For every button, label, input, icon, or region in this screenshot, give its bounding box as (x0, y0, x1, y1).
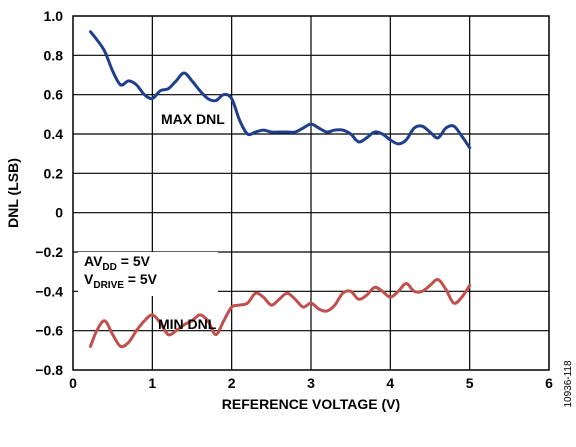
x-tick-label: 2 (228, 375, 236, 391)
avdd-subscript: DD (102, 262, 116, 273)
vdrive-main: V (84, 271, 94, 287)
max-dnl-line (88, 30, 472, 150)
avdd-value: = 5V (117, 253, 151, 269)
vdrive-subscript: DRIVE (93, 280, 124, 291)
min-dnl-label: MIN DNL (158, 316, 217, 332)
y-tick-label: 0.6 (44, 87, 64, 103)
y-tick-label: 0 (55, 205, 63, 221)
y-tick-label: 0.2 (44, 165, 64, 181)
x-tick-label: 3 (307, 375, 315, 391)
max-dnl-label: MAX DNL (161, 111, 225, 127)
y-tick-label: 0.4 (44, 126, 64, 142)
avdd-main: AV (84, 253, 103, 269)
min-dnl-line (88, 278, 472, 349)
x-tick-label: 6 (545, 375, 553, 391)
y-tick-label: −0.6 (35, 323, 63, 339)
x-tick-label: 1 (148, 375, 156, 391)
y-tick-label: 1.0 (44, 8, 64, 24)
y-tick-label: −0.4 (35, 283, 63, 299)
y-tick-label: −0.2 (35, 244, 63, 260)
avdd-condition: AVDD = 5V (84, 253, 151, 273)
y-tick-labels: 1.0 0.8 0.6 0.4 0.2 0 −0.2 −0.4 −0.6 −0.8 (35, 8, 63, 378)
vdrive-condition: VDRIVE = 5V (84, 271, 158, 291)
x-tick-label: 4 (386, 375, 394, 391)
plot-frame (72, 15, 550, 371)
vdrive-value: = 5V (124, 271, 158, 287)
x-axis-title: REFERENCE VOLTAGE (V) (222, 396, 400, 412)
data-series (88, 30, 472, 349)
x-tick-label: 0 (69, 375, 77, 391)
x-tick-labels: 0 1 2 3 4 5 6 (69, 375, 553, 391)
conditions-box (78, 252, 218, 296)
y-tick-label: 0.8 (44, 47, 64, 63)
y-axis-title: DNL (LSB) (5, 158, 21, 228)
figure-id: 10936-118 (563, 360, 574, 408)
y-tick-label: −0.8 (35, 362, 63, 378)
x-tick-label: 5 (466, 375, 474, 391)
